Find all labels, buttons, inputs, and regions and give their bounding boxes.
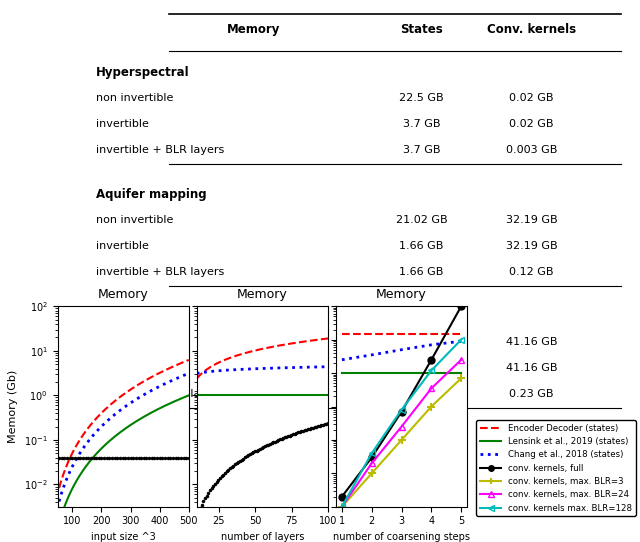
Text: 22.5 GB: 22.5 GB	[399, 93, 444, 103]
Text: invertible + BLR layers: invertible + BLR layers	[96, 267, 224, 277]
Y-axis label: Memory (Gb): Memory (Gb)	[8, 370, 19, 443]
Text: 21.96 GB: 21.96 GB	[396, 337, 447, 347]
X-axis label: number of layers: number of layers	[221, 532, 304, 542]
Text: non invertible: non invertible	[96, 93, 173, 103]
Text: 0.02 GB: 0.02 GB	[509, 93, 554, 103]
Title: Memory: Memory	[98, 288, 148, 301]
Text: Aquifer mapping: Aquifer mapping	[96, 188, 207, 201]
X-axis label: number of coarsening steps: number of coarsening steps	[333, 532, 470, 542]
Text: 0.02 GB: 0.02 GB	[509, 119, 554, 129]
Text: 21.02 GB: 21.02 GB	[396, 215, 447, 225]
Text: 0.23 GB: 0.23 GB	[509, 389, 554, 399]
Text: 0.12 GB: 0.12 GB	[509, 267, 554, 277]
Text: invertible + BLR layers: invertible + BLR layers	[96, 389, 224, 399]
Text: 2.19 GB: 2.19 GB	[399, 363, 444, 373]
Text: invertible + BLR layers: invertible + BLR layers	[96, 145, 224, 156]
Text: Hyperspectral: Hyperspectral	[96, 66, 189, 79]
Text: 1.66 GB: 1.66 GB	[399, 241, 444, 251]
Text: 41.16 GB: 41.16 GB	[506, 337, 557, 347]
Title: Memory: Memory	[376, 288, 427, 301]
Text: States: States	[400, 23, 443, 36]
Text: 32.19 GB: 32.19 GB	[506, 215, 557, 225]
X-axis label: input size ^3: input size ^3	[91, 532, 156, 542]
Text: invertible: invertible	[96, 241, 149, 251]
Text: 3.7 GB: 3.7 GB	[403, 119, 440, 129]
Text: 3.7 GB: 3.7 GB	[403, 145, 440, 156]
Text: 3D seismic: 3D seismic	[96, 310, 167, 323]
Legend: Encoder Decoder (states), Lensink et al., 2019 (states), Chang et al., 2018 (sta: Encoder Decoder (states), Lensink et al.…	[476, 420, 636, 516]
Text: 2.19 GB: 2.19 GB	[399, 389, 444, 399]
Text: invertible: invertible	[96, 119, 149, 129]
Text: 41.16 GB: 41.16 GB	[506, 363, 557, 373]
Text: Memory: Memory	[227, 23, 280, 36]
Text: 1.66 GB: 1.66 GB	[399, 267, 444, 277]
Text: invertible: invertible	[96, 363, 149, 373]
Text: 32.19 GB: 32.19 GB	[506, 241, 557, 251]
Text: non invertible: non invertible	[96, 215, 173, 225]
Text: non invertible: non invertible	[96, 337, 173, 347]
Title: Memory: Memory	[237, 288, 288, 301]
Text: 0.003 GB: 0.003 GB	[506, 145, 557, 156]
Text: Conv. kernels: Conv. kernels	[487, 23, 576, 36]
